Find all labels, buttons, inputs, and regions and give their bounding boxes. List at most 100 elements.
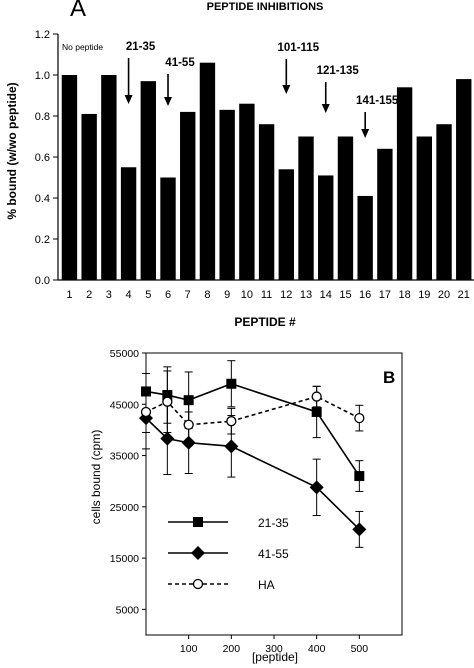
annotation-label-3: 121-135: [317, 65, 360, 77]
bar-5: [140, 81, 156, 281]
point-HA-1: [162, 396, 173, 407]
annotation-label-2: 101-115: [278, 42, 320, 54]
x-tick-label-11: 11: [261, 289, 272, 301]
bar-10: [239, 103, 255, 280]
bar-1: [61, 75, 78, 280]
b-y-tick-label-2: 25000: [110, 502, 139, 514]
bar-6: [160, 177, 176, 280]
bar-7: [180, 111, 196, 281]
series-line-21-35: [145, 382, 360, 477]
x-tick-label-1: 1: [66, 289, 72, 301]
y-tick-label-2: 0.4: [35, 193, 50, 205]
point-HA-4: [311, 391, 322, 402]
panel-a-y-ticks: 0.0 0.2 0.4 0.6 0.8 1.0 1.2: [35, 29, 58, 287]
annotation-label-4: 141-155: [356, 95, 399, 107]
bar-15: [337, 136, 354, 280]
panel-a-xlabel: PEPTIDE #: [234, 315, 296, 329]
point-HA-5: [354, 412, 365, 424]
b-x-tick-label-1: 200: [223, 643, 241, 655]
legend-label-0: 21-35: [258, 516, 289, 530]
b-y-tick-label-4: 45000: [110, 399, 139, 411]
bar-14: [318, 175, 334, 280]
panel-b-y-ticks: 5000 15000 25000 35000 45000 55000: [110, 348, 146, 616]
x-tick-label-18: 18: [398, 289, 410, 301]
y-tick-label-0: 0.0: [35, 275, 50, 287]
point-41-55-4: [309, 480, 324, 495]
x-tick-label-5: 5: [145, 289, 151, 301]
annotation-arrow-head-0: [124, 95, 133, 104]
annotation-arrow-head-3: [321, 104, 330, 113]
b-y-tick-label-0: 5000: [116, 604, 140, 616]
point-HA-2: [183, 419, 194, 430]
point-HA-3: [226, 416, 237, 427]
x-tick-label-2: 2: [86, 289, 92, 301]
series-line-41-55: [145, 417, 360, 530]
x-tick-label-3: 3: [106, 289, 112, 301]
point-HA-0: [140, 406, 152, 418]
y-tick-label-3: 0.6: [35, 152, 50, 164]
panel-b-series: [139, 360, 367, 548]
annotation-arrow-head-1: [164, 97, 173, 106]
panel-a-ylabel: % bound (w/wo peptide): [5, 82, 19, 219]
b-x-tick-label-2: 300: [265, 643, 283, 655]
bar-2: [81, 113, 97, 280]
bar-8: [199, 62, 216, 281]
y-tick-label-5: 1.0: [35, 70, 50, 82]
panel-a-title: PEPTIDE INHIBITIONS: [207, 1, 324, 13]
x-tick-label-6: 6: [165, 289, 171, 301]
panel-b-line-chart: B cells bound (cpm) [peptide] 5000 15000 2…: [89, 348, 403, 664]
x-tick-label-16: 16: [359, 289, 371, 301]
b-x-tick-label-0: 100: [180, 643, 198, 655]
annotation-arrow-head-2: [282, 85, 291, 94]
x-tick-label-20: 20: [438, 289, 450, 301]
x-tick-label-15: 15: [339, 289, 351, 301]
panel-b-legend: 21-35 41-55 HA: [168, 516, 289, 592]
panel-a-x-ticks: 1 2 3 4 5 6 7 8 9 10 11 12 13 14 15 16 17 18 19 20 21: [66, 289, 470, 301]
point-41-55-1: [160, 431, 175, 446]
point-21-35-2: [183, 395, 194, 406]
bar-17: [377, 148, 393, 280]
legend-marker-2: [192, 578, 204, 590]
x-tick-label-21: 21: [458, 289, 470, 301]
panel-b-x-ticks: 100 200 300 400 500: [180, 635, 368, 655]
x-tick-label-13: 13: [300, 289, 312, 301]
b-x-tick-label-4: 500: [351, 643, 369, 655]
bar-16: [357, 195, 373, 280]
legend-label-2: HA: [258, 578, 275, 592]
legend-marker-0: [193, 517, 203, 527]
annotation-arrow-head-4: [361, 129, 370, 138]
b-y-tick-label-5: 55000: [110, 348, 139, 360]
x-tick-label-12: 12: [280, 289, 292, 301]
point-41-55-5: [352, 522, 367, 537]
bar-18: [396, 87, 413, 280]
x-tick-label-10: 10: [241, 289, 253, 301]
series-line-HA: [145, 395, 360, 426]
bar-13: [298, 136, 314, 280]
annotation-label-1: 41-55: [165, 57, 195, 69]
y-tick-label-4: 0.8: [35, 111, 50, 123]
x-tick-label-19: 19: [418, 289, 430, 301]
bar-9: [219, 109, 235, 280]
bar-21: [456, 79, 472, 280]
panel-b-ylabel: cells bound (cpm): [89, 430, 103, 525]
annotation-label-0: 21-35: [126, 41, 156, 53]
no-peptide-label: No peptide: [62, 42, 103, 52]
b-x-tick-label-3: 400: [308, 643, 326, 655]
x-tick-label-14: 14: [320, 289, 332, 301]
b-y-tick-label-3: 35000: [110, 451, 139, 463]
point-21-35-5: [354, 471, 365, 482]
b-y-tick-label-1: 15000: [110, 553, 139, 565]
y-tick-label-6: 1.2: [35, 29, 50, 41]
point-21-35-3: [226, 378, 237, 389]
bar-12: [278, 169, 294, 280]
panel-a-annotations: 21-35 41-55 101-115 121-135 141-155: [124, 41, 399, 138]
panel-b-letter: B: [383, 368, 395, 387]
legend-marker-1: [191, 546, 205, 560]
point-21-35-4: [311, 406, 322, 417]
point-41-55-3: [224, 439, 239, 454]
series-HA: [140, 370, 365, 446]
bar-19: [416, 136, 433, 280]
series-41-55: [139, 386, 367, 548]
x-tick-label-9: 9: [224, 289, 230, 301]
x-tick-label-4: 4: [126, 289, 132, 301]
